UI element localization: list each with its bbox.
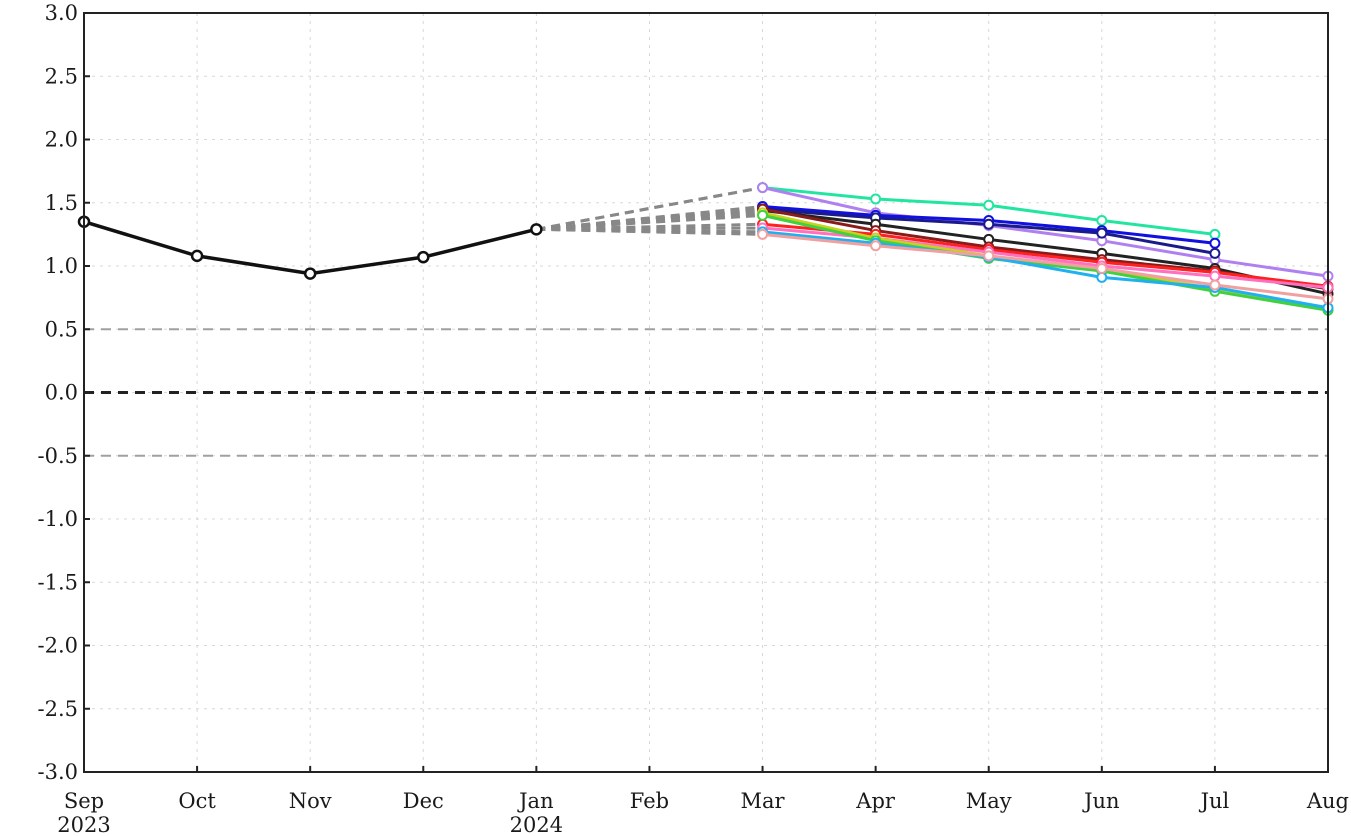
x-tick-label: Jun bbox=[1082, 789, 1119, 813]
forecast-point bbox=[870, 240, 882, 252]
forecast-point bbox=[870, 193, 882, 205]
x-tick-label: Aug bbox=[1306, 789, 1349, 813]
x-tick-year-label: 2024 bbox=[510, 813, 563, 836]
observed-series bbox=[77, 215, 543, 280]
observed-point bbox=[417, 250, 430, 264]
forecast-point bbox=[1209, 270, 1221, 282]
observed-point bbox=[303, 267, 317, 280]
y-tick-label: -3.0 bbox=[38, 760, 79, 784]
y-tick-label: 1.5 bbox=[45, 191, 78, 215]
forecast-point bbox=[1209, 228, 1221, 240]
x-tick-label: Feb bbox=[630, 789, 669, 813]
y-tick-label: -0.5 bbox=[38, 444, 79, 468]
x-tick-label: Dec bbox=[403, 789, 444, 813]
grid-lines bbox=[84, 13, 1328, 772]
y-tick-label: 1.0 bbox=[45, 254, 78, 278]
connector-line bbox=[536, 227, 763, 236]
x-tick-label: Apr bbox=[855, 789, 896, 813]
forecast-point bbox=[1096, 263, 1108, 275]
y-tick-label: 0.5 bbox=[45, 317, 78, 341]
y-tick-label: 2.0 bbox=[45, 128, 78, 152]
y-tick-label: -2.0 bbox=[38, 634, 79, 658]
forecast-line bbox=[762, 213, 1329, 312]
forecast-point bbox=[1209, 247, 1221, 259]
y-tick-label: 3.0 bbox=[45, 1, 78, 25]
forecast-point bbox=[757, 228, 769, 240]
x-tick-label: Nov bbox=[289, 789, 332, 813]
x-tick-year-label: 2023 bbox=[57, 813, 110, 836]
forecast-line bbox=[762, 230, 1329, 310]
x-tick-label: Mar bbox=[741, 789, 786, 813]
connector-line bbox=[536, 186, 763, 231]
forecast-point bbox=[983, 250, 995, 262]
forecast-series bbox=[757, 182, 1334, 316]
observed-point bbox=[190, 249, 204, 263]
forecast-line bbox=[762, 232, 1329, 301]
forecast-point bbox=[1096, 214, 1108, 226]
forecast-line bbox=[762, 226, 1329, 289]
x-tick-label: Oct bbox=[178, 789, 216, 813]
forecast-point bbox=[1096, 271, 1108, 283]
forecast-point bbox=[757, 209, 769, 221]
y-tick-label: -1.0 bbox=[38, 507, 79, 531]
forecast-point bbox=[1096, 227, 1108, 239]
y-axis-ticks: 3.0 2.5 2.0 1.5 1.0 0.5 0.0 -0.5 -1.0 -1.5 -2.0 -2.… bbox=[38, 1, 90, 784]
reference-lines bbox=[84, 328, 1328, 457]
forecast-point bbox=[1209, 237, 1221, 249]
forecast-point bbox=[983, 199, 995, 211]
forecast-point bbox=[983, 218, 995, 230]
x-tick-label: Jul bbox=[1199, 789, 1230, 813]
observed-point bbox=[530, 223, 543, 236]
y-tick-label: 2.5 bbox=[45, 64, 78, 88]
forecast-connectors bbox=[536, 186, 763, 236]
x-tick-label: May bbox=[966, 789, 1012, 813]
y-tick-label: 0.0 bbox=[45, 381, 78, 405]
x-tick-label: Sep bbox=[64, 789, 104, 813]
y-tick-label: -1.5 bbox=[38, 570, 79, 594]
forecast-point bbox=[757, 182, 769, 194]
forecast-line bbox=[762, 186, 1329, 278]
x-tick-label: Jan bbox=[517, 789, 553, 813]
connector-line bbox=[536, 213, 763, 231]
y-tick-label: -2.5 bbox=[38, 697, 79, 721]
forecast-point bbox=[1209, 279, 1221, 291]
